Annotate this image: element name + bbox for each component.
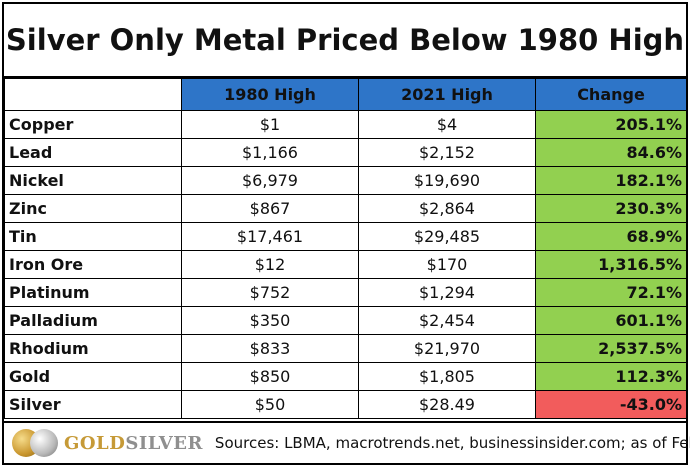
high-1980-cell: $833 xyxy=(181,334,359,363)
high-1980-cell: $752 xyxy=(181,278,359,307)
high-2021-cell: $19,690 xyxy=(358,166,536,195)
high-1980-cell: $350 xyxy=(181,306,359,335)
table-row: Palladium $350 $2,454 601.1% xyxy=(4,306,687,335)
table-row: Rhodium $833 $21,970 2,537.5% xyxy=(4,334,687,363)
silver-coin-icon xyxy=(30,429,58,457)
brand-gold-text: GOLD xyxy=(64,432,126,454)
change-cell: 205.1% xyxy=(535,110,687,139)
table-header-row: 1980 High 2021 High Change xyxy=(4,78,687,111)
change-cell: 182.1% xyxy=(535,166,687,195)
high-2021-cell: $1,805 xyxy=(358,362,536,391)
high-1980-cell: $6,979 xyxy=(181,166,359,195)
high-2021-cell: $29,485 xyxy=(358,222,536,251)
high-2021-cell: $28.49 xyxy=(358,390,536,419)
header-1980-high: 1980 High xyxy=(181,78,359,111)
goldsilver-logo: GOLD SILVER xyxy=(12,429,203,457)
metal-name-cell: Gold xyxy=(4,362,182,391)
high-1980-cell: $1 xyxy=(181,110,359,139)
table-row: Iron Ore $12 $170 1,316.5% xyxy=(4,250,687,279)
high-1980-cell: $12 xyxy=(181,250,359,279)
change-cell: 2,537.5% xyxy=(535,334,687,363)
change-cell: -43.0% xyxy=(535,390,687,419)
high-2021-cell: $21,970 xyxy=(358,334,536,363)
change-cell: 230.3% xyxy=(535,194,687,223)
table-row: Tin $17,461 $29,485 68.9% xyxy=(4,222,687,251)
metal-name-cell: Palladium xyxy=(4,306,182,335)
metal-name-cell: Tin xyxy=(4,222,182,251)
metal-name-cell: Copper xyxy=(4,110,182,139)
header-2021-high: 2021 High xyxy=(358,78,536,111)
high-2021-cell: $170 xyxy=(358,250,536,279)
high-1980-cell: $17,461 xyxy=(181,222,359,251)
change-cell: 112.3% xyxy=(535,362,687,391)
metal-name-cell: Nickel xyxy=(4,166,182,195)
high-1980-cell: $850 xyxy=(181,362,359,391)
high-2021-cell: $2,454 xyxy=(358,306,536,335)
change-cell: 1,316.5% xyxy=(535,250,687,279)
table-row: Zinc $867 $2,864 230.3% xyxy=(4,194,687,223)
high-2021-cell: $1,294 xyxy=(358,278,536,307)
table-row: Nickel $6,979 $19,690 182.1% xyxy=(4,166,687,195)
metal-name-cell: Lead xyxy=(4,138,182,167)
high-2021-cell: $2,152 xyxy=(358,138,536,167)
table-row: Copper $1 $4 205.1% xyxy=(4,110,687,139)
metal-name-cell: Platinum xyxy=(4,278,182,307)
page-title: Silver Only Metal Priced Below 1980 High xyxy=(4,4,686,78)
metal-name-cell: Zinc xyxy=(4,194,182,223)
change-cell: 72.1% xyxy=(535,278,687,307)
header-blank-cell xyxy=(4,78,182,111)
header-change: Change xyxy=(535,78,687,111)
high-1980-cell: $50 xyxy=(181,390,359,419)
table-row: Lead $1,166 $2,152 84.6% xyxy=(4,138,687,167)
change-cell: 601.1% xyxy=(535,306,687,335)
high-1980-cell: $1,166 xyxy=(181,138,359,167)
metals-table: 1980 High 2021 High Change Copper $1 $4 205… xyxy=(4,78,687,419)
footer: GOLD SILVER Sources: LBMA, macrotrends.ne… xyxy=(4,421,690,463)
change-cell: 68.9% xyxy=(535,222,687,251)
metal-name-cell: Silver xyxy=(4,390,182,419)
high-2021-cell: $2,864 xyxy=(358,194,536,223)
high-1980-cell: $867 xyxy=(181,194,359,223)
brand-silver-text: SILVER xyxy=(125,432,203,454)
metal-name-cell: Rhodium xyxy=(4,334,182,363)
sources-text: Sources: LBMA, macrotrends.net, business… xyxy=(214,434,690,452)
table-row: Gold $850 $1,805 112.3% xyxy=(4,362,687,391)
change-cell: 84.6% xyxy=(535,138,687,167)
table-row: Silver $50 $28.49 -43.0% xyxy=(4,390,687,419)
high-2021-cell: $4 xyxy=(358,110,536,139)
table-row: Platinum $752 $1,294 72.1% xyxy=(4,278,687,307)
metal-name-cell: Iron Ore xyxy=(4,250,182,279)
